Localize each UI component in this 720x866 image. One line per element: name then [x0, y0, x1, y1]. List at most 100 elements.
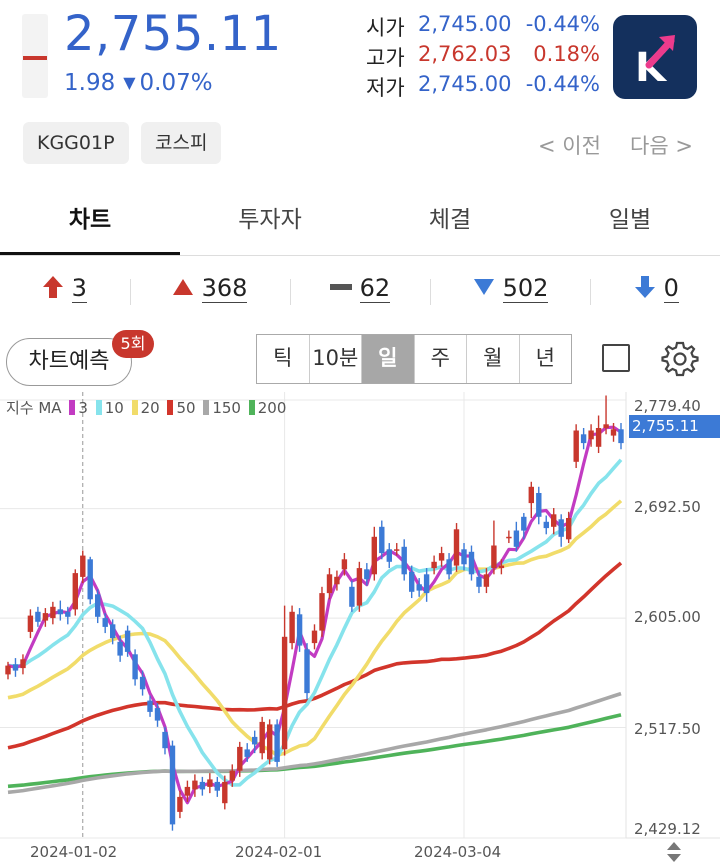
low-label: 저가	[366, 76, 405, 100]
candle-body	[274, 724, 280, 762]
flat-count: 62	[359, 274, 391, 303]
candle-body	[618, 429, 624, 444]
high-percent: 0.18%	[533, 42, 600, 66]
candle-body	[416, 584, 422, 591]
open-value: 2,745.00	[418, 12, 512, 36]
chart-predict-button[interactable]: 차트예측	[6, 338, 132, 386]
market-chip[interactable]: 코스피	[141, 122, 222, 164]
candle-body	[80, 555, 86, 577]
app-logo-icon: K	[635, 35, 675, 91]
candle-body	[394, 549, 400, 551]
candle-body	[521, 516, 527, 531]
tab-trades[interactable]: 체결	[428, 207, 472, 233]
period-week[interactable]: 주	[415, 335, 467, 383]
candle-body	[476, 576, 482, 587]
next-button[interactable]: 다음 >	[630, 134, 693, 158]
tab-daily[interactable]: 일별	[608, 207, 652, 233]
change-percent: 0.07%	[139, 70, 213, 96]
lower-limit-count: 0	[663, 274, 679, 303]
legend-ma200: 200	[257, 399, 287, 417]
predict-count-badge: 5회	[112, 330, 154, 358]
low-percent: -0.44%	[525, 72, 600, 96]
candle-body	[267, 724, 273, 760]
candlestick-chart[interactable]	[0, 392, 720, 866]
legend-title: 지수 MA	[6, 399, 62, 417]
candle-body	[595, 428, 602, 447]
candle-body	[27, 615, 34, 632]
down-arrow-icon: ▼	[123, 73, 136, 92]
last-price-badge: 2,755.11	[629, 415, 720, 438]
legend-swatch	[167, 400, 174, 415]
candle-body	[461, 549, 467, 565]
mini-candle-icon	[22, 14, 48, 98]
candle-body	[566, 518, 572, 540]
ma-line-200	[7, 713, 622, 789]
fullscreen-toggle-icon[interactable]	[602, 344, 630, 372]
candle-body	[483, 574, 490, 587]
y-tick-label: 2,429.12	[634, 820, 701, 838]
candle-body	[588, 430, 594, 440]
ma-line-20	[7, 499, 623, 758]
y-tick-label: 2,517.50	[634, 720, 701, 738]
gear-icon[interactable]	[660, 339, 700, 379]
y-tick-label: 2,605.00	[634, 608, 701, 626]
scroll-updown-icon[interactable]	[664, 840, 684, 864]
ma-legend: 지수 MA 3 10 20 50 150 200	[6, 397, 286, 418]
legend-ma3: 3	[78, 399, 88, 417]
candle-body	[117, 641, 123, 656]
candle-body	[177, 796, 183, 812]
tab-divider	[0, 255, 720, 256]
legend-ma10: 10	[104, 399, 124, 417]
candle-body	[326, 574, 333, 594]
candle-body	[349, 586, 355, 607]
candle-body	[379, 526, 385, 554]
candle-body	[610, 429, 617, 436]
stat-separator	[430, 279, 431, 305]
candle-body	[169, 745, 176, 825]
candle-body	[162, 731, 168, 749]
legend-swatch	[203, 400, 210, 415]
candle-body	[498, 565, 505, 569]
ma-line-150	[7, 691, 622, 795]
candle-body	[281, 636, 288, 750]
candle-body	[423, 574, 430, 594]
change-value: 1.98	[64, 70, 116, 96]
candle-body	[311, 630, 318, 644]
candle-body	[50, 606, 56, 619]
period-day[interactable]: 일	[362, 335, 415, 383]
candle-body	[401, 546, 407, 575]
low-value: 2,745.00	[418, 72, 512, 96]
candle-body	[252, 736, 258, 745]
candle-body	[42, 613, 49, 621]
candle-body	[139, 676, 146, 690]
y-tick-label: 2,692.50	[634, 498, 701, 516]
candle-body	[296, 614, 303, 646]
candle-body	[528, 486, 534, 504]
candle-body	[259, 721, 265, 754]
candle-body	[431, 561, 437, 569]
candle-body	[319, 593, 325, 631]
down-triangle-icon	[474, 279, 494, 295]
index-code-chip[interactable]: KGG01P	[23, 122, 129, 164]
lower-limit-arrow-icon	[635, 276, 655, 298]
candle-body	[289, 611, 295, 644]
period-10min[interactable]: 10분	[310, 335, 362, 383]
candle-body	[558, 519, 564, 537]
candle-body	[207, 779, 213, 787]
app-logo[interactable]: K	[613, 15, 697, 99]
candle-body	[154, 708, 161, 721]
period-month[interactable]: 월	[467, 335, 520, 383]
candle-body	[12, 664, 19, 671]
prev-button[interactable]: < 이전	[538, 134, 601, 158]
candle-body	[603, 424, 609, 429]
tab-investor[interactable]: 투자자	[238, 207, 302, 233]
period-tick[interactable]: 틱	[257, 335, 310, 383]
candle-body	[244, 749, 250, 757]
stat-flat: 62	[330, 274, 391, 310]
candle-body	[453, 529, 460, 566]
candle-body	[409, 571, 415, 592]
tab-chart[interactable]: 차트	[68, 207, 112, 233]
y-tick-label: 2,779.40	[634, 397, 701, 415]
price-change: 1.98 ▼ 0.07%	[64, 70, 213, 96]
period-year[interactable]: 년	[535, 346, 555, 370]
